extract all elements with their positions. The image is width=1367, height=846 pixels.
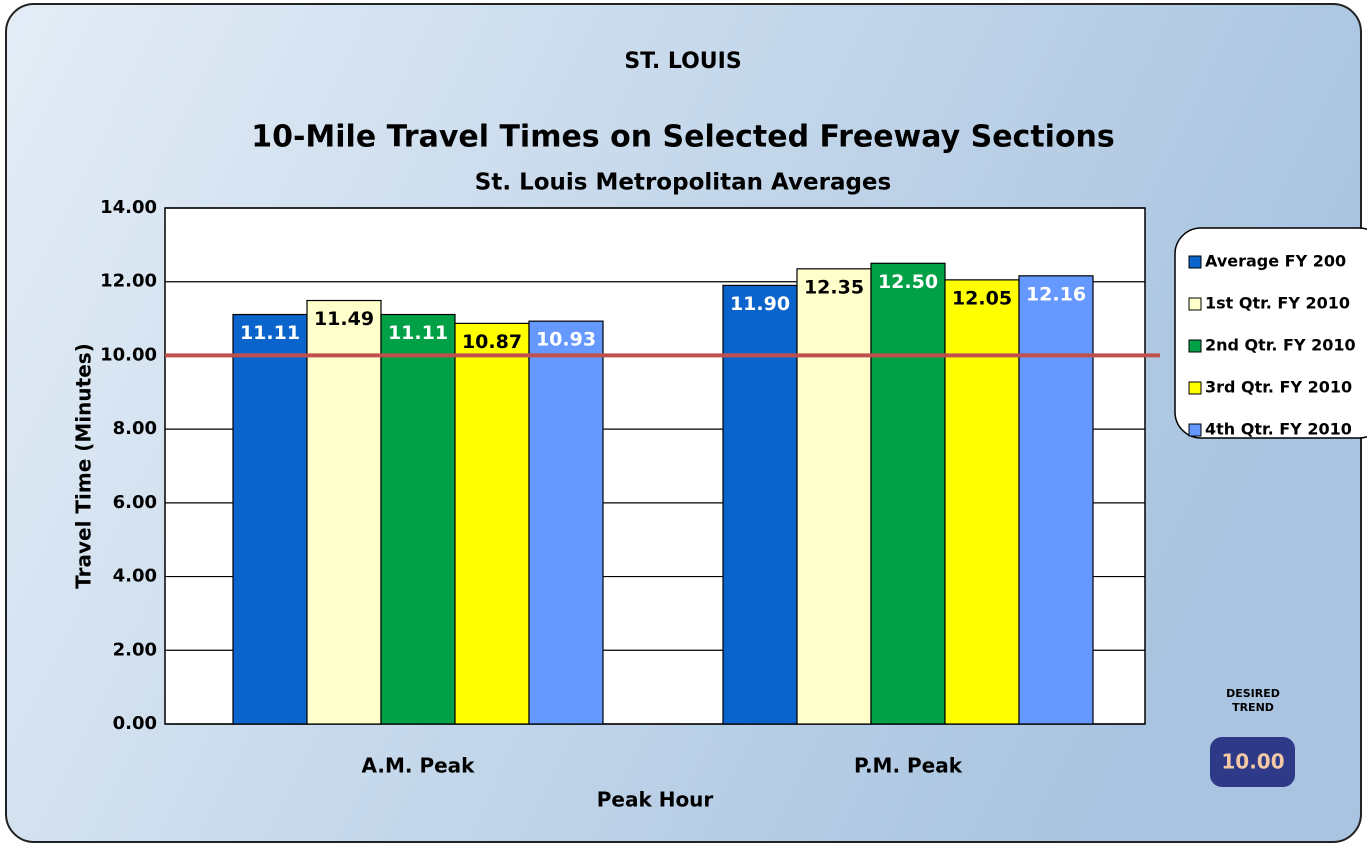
bar — [722, 284, 798, 725]
legend-label: 3rd Qtr. FY 2010 — [1205, 378, 1352, 397]
x-axis-label: Peak Hour — [597, 788, 714, 812]
chart-title: ST. LOUIS — [624, 49, 741, 74]
legend-swatch — [1188, 381, 1202, 395]
y-tick-label: 14.00 — [100, 197, 157, 218]
y-tick-label: 4.00 — [113, 566, 157, 587]
target-badge — [1210, 737, 1295, 787]
target-label: 10.00 — [1221, 750, 1284, 774]
value-label: 11.11 — [240, 322, 300, 344]
legend-swatch — [1188, 255, 1202, 269]
y-tick-label: 6.00 — [113, 492, 157, 513]
legend-swatch — [1188, 339, 1202, 353]
bar — [232, 313, 308, 725]
legend-label: 1st Qtr. FY 2010 — [1205, 294, 1350, 313]
legend-swatch — [1188, 297, 1202, 311]
y-tick-label: 2.00 — [113, 639, 157, 660]
y-tick-label: 12.00 — [100, 271, 157, 292]
value-label: 12.16 — [1026, 283, 1086, 305]
x-tick-label: P.M. Peak — [854, 754, 963, 778]
y-tick-label: 8.00 — [113, 418, 157, 439]
bar — [454, 322, 530, 725]
legend-box — [1174, 227, 1367, 439]
bar — [870, 262, 946, 725]
value-label: 10.93 — [536, 329, 596, 351]
value-label: 12.05 — [952, 287, 1012, 309]
y-tick-label: 0.00 — [113, 713, 157, 734]
value-label: 12.35 — [804, 276, 864, 298]
target-title: TREND — [1232, 701, 1274, 714]
bar — [796, 268, 872, 725]
x-tick-label: A.M. Peak — [362, 754, 476, 778]
value-label: 12.50 — [878, 271, 938, 293]
value-label: 10.87 — [462, 331, 522, 353]
legend-label: Average FY 200 — [1205, 252, 1346, 271]
value-label: 11.11 — [388, 322, 448, 344]
y-tick-label: 10.00 — [100, 344, 157, 365]
bar — [306, 299, 382, 725]
bar — [380, 313, 456, 725]
legend-label: 4th Qtr. FY 2010 — [1205, 420, 1352, 439]
bar — [528, 320, 604, 725]
bar — [1018, 275, 1094, 725]
value-label: 11.90 — [730, 293, 790, 315]
target-title: DESIRED — [1226, 687, 1280, 700]
value-label: 11.49 — [314, 308, 374, 330]
chart-subtitle: 10-Mile Travel Times on Selected Freeway… — [251, 120, 1115, 155]
y-axis-label: Travel Time (Minutes) — [72, 343, 96, 589]
legend-label: 2nd Qtr. FY 2010 — [1205, 336, 1356, 355]
legend-swatch — [1188, 423, 1202, 437]
bar — [944, 279, 1020, 725]
chart-subtitle: St. Louis Metropolitan Averages — [475, 170, 891, 196]
